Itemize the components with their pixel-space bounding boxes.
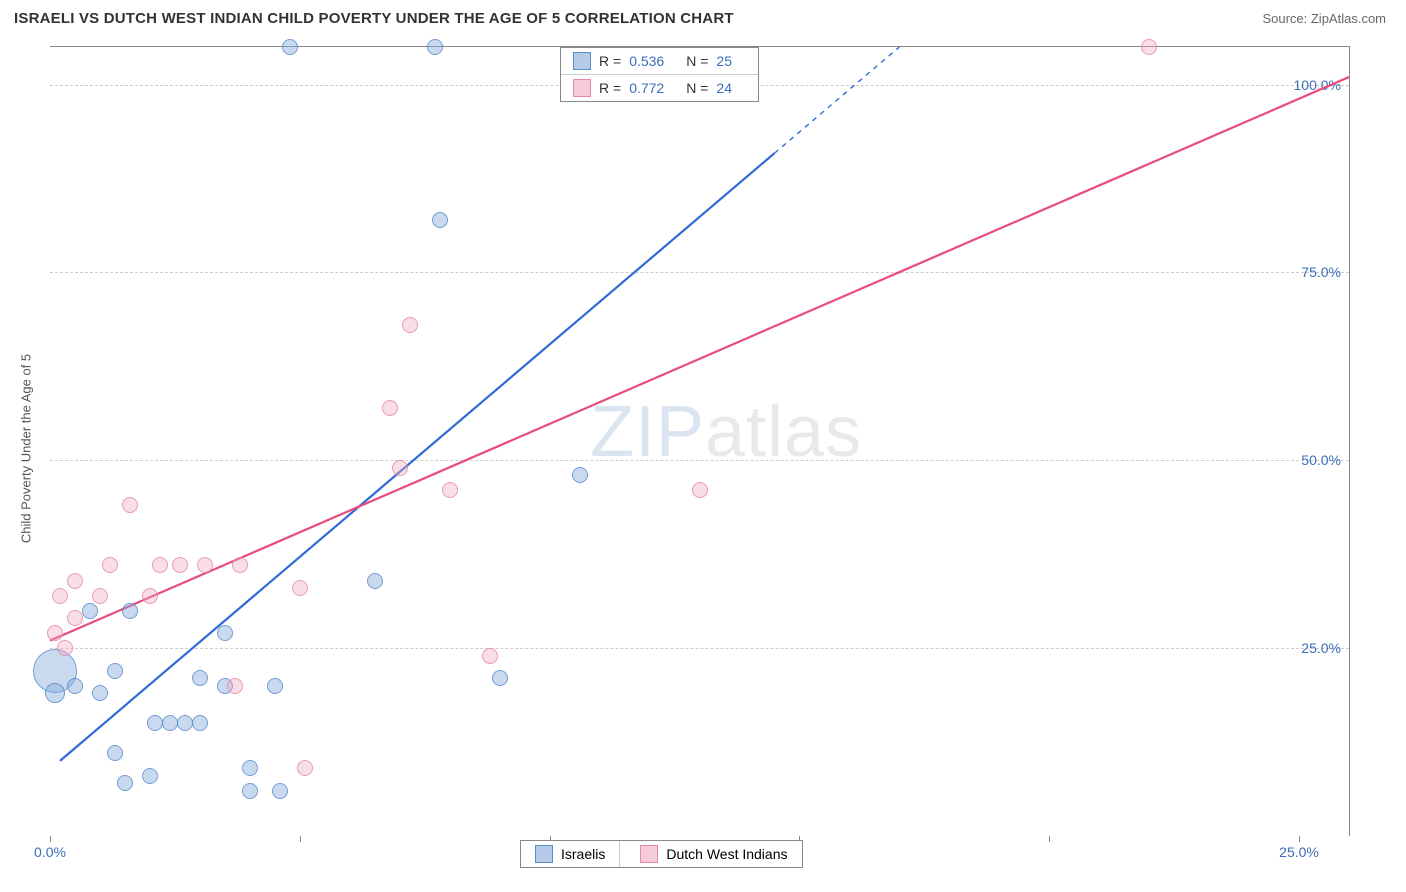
scatter-point (57, 640, 73, 656)
legend-item: Dutch West Indians (626, 841, 801, 867)
scatter-point (92, 588, 108, 604)
scatter-point (197, 557, 213, 573)
scatter-point (572, 467, 588, 483)
scatter-point (122, 497, 138, 513)
chart-title: ISRAELI VS DUTCH WEST INDIAN CHILD POVER… (14, 10, 734, 27)
gridline-h (50, 272, 1349, 273)
legend-label: Israelis (561, 846, 605, 862)
scatter-point (177, 715, 193, 731)
scatter-point (442, 482, 458, 498)
r-value: 0.536 (629, 53, 664, 69)
scatter-point (282, 39, 298, 55)
x-tick (1299, 836, 1300, 842)
scatter-point (45, 683, 65, 703)
trend-lines (50, 47, 1349, 836)
legend-swatch (535, 845, 553, 863)
x-tick (50, 836, 51, 842)
legend-swatch (640, 845, 658, 863)
scatter-point (107, 745, 123, 761)
r-value: 0.772 (629, 80, 664, 96)
y-tick-label: 25.0% (1301, 640, 1341, 656)
scatter-point (192, 715, 208, 731)
x-tick-label: 0.0% (34, 844, 66, 860)
legend: Israelis Dutch West Indians (520, 840, 803, 868)
scatter-point (52, 588, 68, 604)
scatter-point (272, 783, 288, 799)
stats-row: R = 0.536 N = 25 (561, 48, 758, 75)
y-tick-label: 50.0% (1301, 452, 1341, 468)
scatter-point (162, 715, 178, 731)
scatter-point (267, 678, 283, 694)
scatter-point (382, 400, 398, 416)
r-label: R = (599, 80, 621, 96)
scatter-point (367, 573, 383, 589)
scatter-point (67, 573, 83, 589)
scatter-point (242, 760, 258, 776)
y-tick-label: 75.0% (1301, 264, 1341, 280)
scatter-point (192, 670, 208, 686)
gridline-h (50, 460, 1349, 461)
scatter-point (402, 317, 418, 333)
scatter-point (227, 678, 243, 694)
scatter-point (47, 625, 63, 641)
scatter-point (102, 557, 118, 573)
scatter-point (82, 603, 98, 619)
legend-item: Israelis (521, 841, 620, 867)
scatter-point (172, 557, 188, 573)
scatter-point (242, 783, 258, 799)
stats-box: R = 0.536 N = 25 R = 0.772 N = 24 (560, 47, 759, 102)
x-tick-label: 25.0% (1279, 844, 1319, 860)
scatter-point (122, 603, 138, 619)
r-label: R = (599, 53, 621, 69)
scatter-point (107, 663, 123, 679)
legend-label: Dutch West Indians (666, 846, 787, 862)
n-label: N = (686, 80, 708, 96)
scatter-point (492, 670, 508, 686)
y-axis-label: Child Poverty Under the Age of 5 (19, 309, 34, 589)
scatter-point (292, 580, 308, 596)
scatter-chart: 25.0%50.0%75.0%100.0%0.0%25.0%ZIPatlasR … (50, 46, 1350, 836)
scatter-point (297, 760, 313, 776)
scatter-point (692, 482, 708, 498)
scatter-point (142, 588, 158, 604)
legend-swatch (573, 79, 591, 97)
scatter-point (392, 460, 408, 476)
n-value: 25 (716, 53, 732, 69)
n-label: N = (686, 53, 708, 69)
scatter-point (217, 625, 233, 641)
scatter-point (427, 39, 443, 55)
y-tick-label: 100.0% (1294, 77, 1341, 93)
scatter-point (117, 775, 133, 791)
scatter-point (147, 715, 163, 731)
n-value: 24 (716, 80, 732, 96)
legend-swatch (573, 52, 591, 70)
scatter-point (67, 678, 83, 694)
source-attribution: Source: ZipAtlas.com (1262, 11, 1386, 26)
scatter-point (482, 648, 498, 664)
scatter-point (92, 685, 108, 701)
scatter-point (432, 212, 448, 228)
x-tick (300, 836, 301, 842)
scatter-point (1141, 39, 1157, 55)
stats-row: R = 0.772 N = 24 (561, 75, 758, 101)
scatter-point (67, 610, 83, 626)
scatter-point (152, 557, 168, 573)
scatter-point (142, 768, 158, 784)
x-tick (1049, 836, 1050, 842)
scatter-point (232, 557, 248, 573)
gridline-h (50, 648, 1349, 649)
